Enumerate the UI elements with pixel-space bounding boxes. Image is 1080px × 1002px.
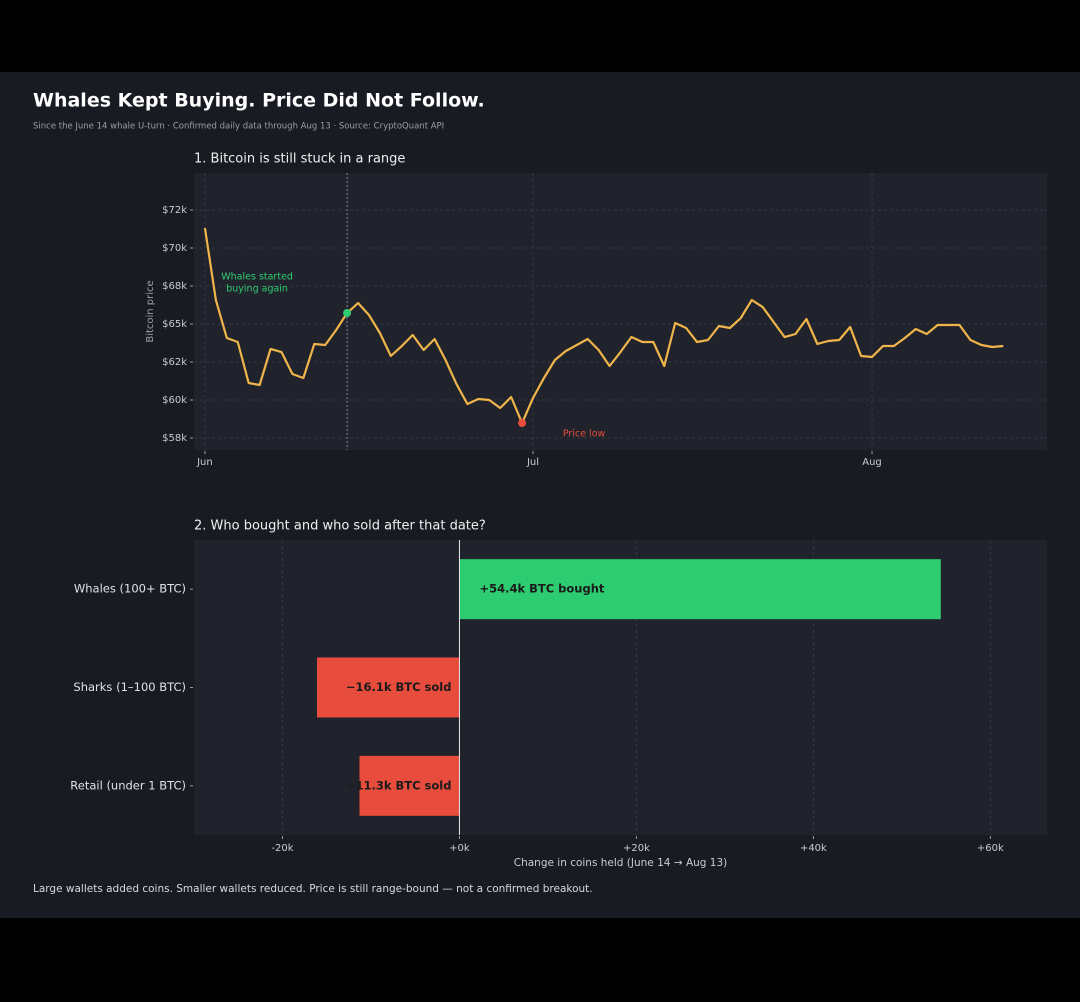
y-tick-label: $58k — [162, 433, 187, 444]
chart-title: 2. Who bought and who sold after that da… — [194, 519, 486, 534]
y-tick-label: $62k — [162, 357, 187, 368]
annotation-text: Price low — [563, 428, 606, 439]
annotation-text: buying again — [226, 284, 288, 295]
bar — [316, 657, 460, 718]
x-tick-label: +0k — [449, 843, 470, 854]
y-tick-label: Retail (under 1 BTC) — [70, 778, 186, 792]
page-title: Whales Kept Buying. Price Did Not Follow… — [33, 90, 485, 112]
y-tick-label: $68k — [162, 281, 187, 292]
x-tick-label: Jun — [196, 457, 213, 468]
y-tick-label: $72k — [162, 205, 187, 216]
bar — [359, 755, 460, 816]
y-tick-label: $65k — [162, 319, 187, 330]
x-tick-label: Jul — [526, 457, 539, 468]
bar — [459, 559, 941, 620]
y-tick-label: Sharks (1–100 BTC) — [73, 680, 186, 694]
value-label: −16.1k BTC sold — [346, 680, 452, 694]
value-label: +54.4k BTC bought — [479, 582, 604, 596]
price-line — [203, 227, 1004, 425]
x-tick-label: +60k — [977, 843, 1004, 854]
y-tick-label: $70k — [162, 243, 187, 254]
annotation-marker — [518, 418, 527, 427]
x-tick-label: Aug — [862, 457, 882, 468]
annotation-text: Whales started — [221, 272, 293, 283]
value-label: −11.3k BTC sold — [346, 778, 452, 792]
chart-title: 1. Bitcoin is still stuck in a range — [194, 152, 405, 167]
y-axis-label: Bitcoin price — [145, 280, 156, 342]
y-tick-label: Whales (100+ BTC) — [74, 582, 186, 596]
annotation-marker — [343, 309, 352, 318]
x-tick-label: +20k — [623, 843, 650, 854]
subtitle: Since the June 14 whale U-turn · Confirm… — [33, 122, 444, 132]
footnote: Large wallets added coins. Smaller walle… — [33, 883, 593, 895]
x-tick-label: +40k — [800, 843, 827, 854]
x-tick-label: -20k — [271, 843, 293, 854]
y-tick-label: $60k — [162, 395, 187, 406]
plot-area — [194, 173, 1047, 450]
x-axis-label: Change in coins held (June 14 → Aug 13) — [514, 857, 728, 869]
